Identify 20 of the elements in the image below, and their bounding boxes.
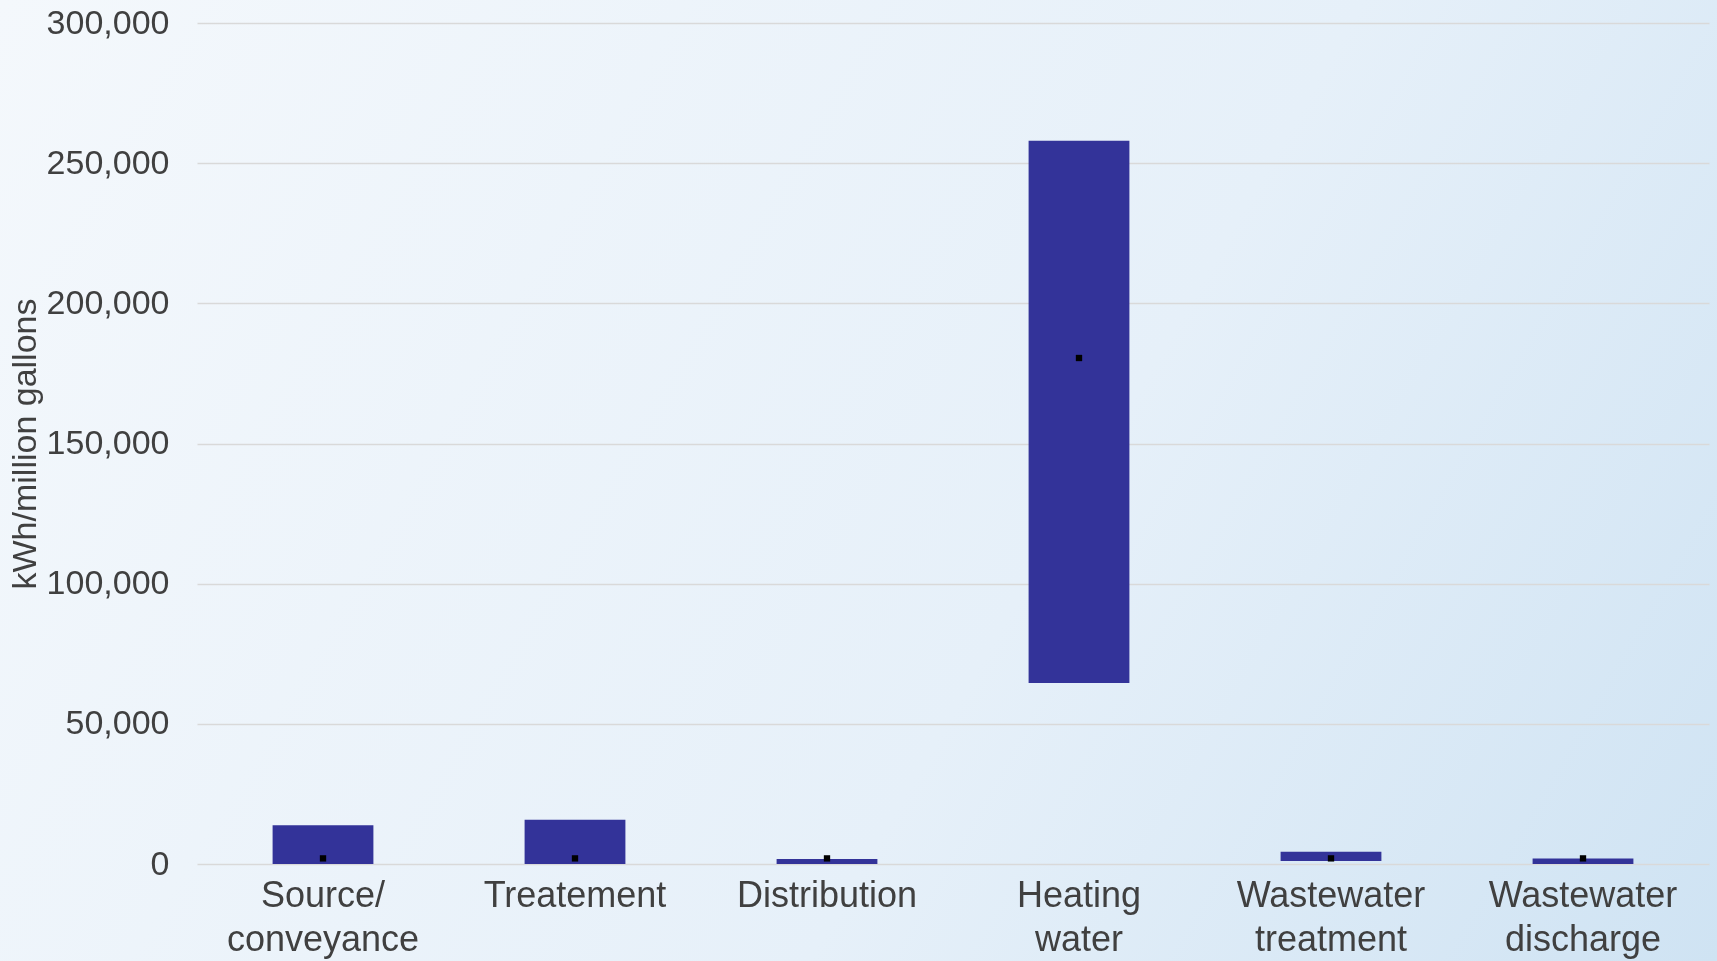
- y-tick-label: 200,000: [46, 282, 170, 321]
- bar: [776, 858, 878, 864]
- y-tick-label: 100,000: [46, 563, 170, 602]
- y-tick-label: 300,000: [46, 2, 170, 41]
- x-tick-label: Treatement: [483, 873, 667, 915]
- bar: [1280, 851, 1382, 861]
- bar: [1532, 858, 1634, 864]
- y-axis-title: kWh/million gallons: [4, 298, 43, 590]
- x-tick-label: Source/ conveyance: [226, 873, 420, 959]
- x-tick-label: Distribution: [736, 873, 918, 915]
- bar: [524, 819, 626, 864]
- y-tick-label: 50,000: [65, 703, 170, 742]
- y-tick-label: 150,000: [46, 423, 170, 461]
- x-tick-label: Heating water: [1016, 873, 1142, 959]
- y-tick-label: 0: [150, 843, 170, 882]
- bar: [272, 825, 374, 864]
- x-tick-label: Wastewater treatment: [1236, 873, 1426, 959]
- x-tick-label: Wastewater discharge: [1488, 873, 1678, 959]
- bar: [1028, 140, 1130, 683]
- y-tick-label: 250,000: [46, 142, 170, 181]
